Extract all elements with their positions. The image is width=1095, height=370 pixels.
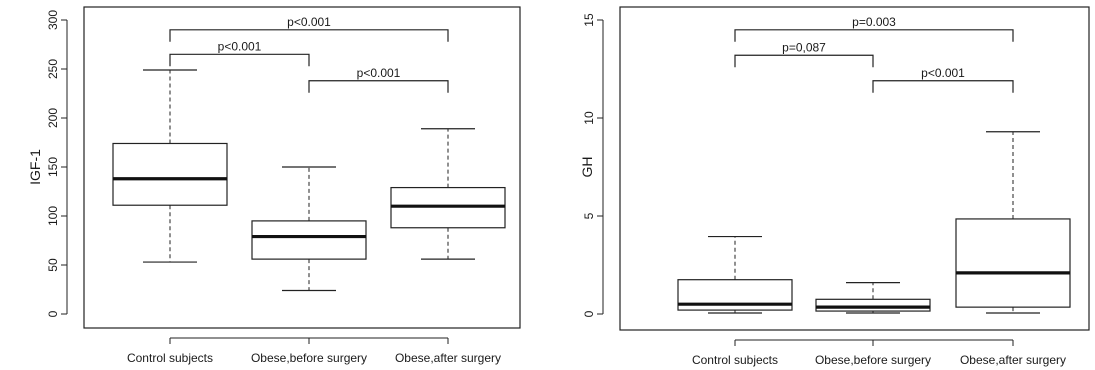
igf1-boxplot-panel: 0 50 100 150 200 250 300 IGF-1 Control subjects O…	[27, 6, 521, 365]
iqr-box	[955, 218, 1071, 308]
iqr-box	[112, 142, 228, 206]
gh-boxplot-panel: 0 5 10 15 GH Control subjects Obese,before sur…	[579, 6, 1090, 367]
bracket-line	[734, 54, 874, 68]
bracket-line	[169, 53, 310, 67]
iqr-box	[251, 220, 367, 260]
gh-x-tick-label: Control subjects	[692, 353, 778, 367]
gh-significance-bracket-2: p=0,087	[734, 40, 874, 68]
igf1-x-tick-label: Obese,before surgery	[251, 351, 367, 365]
igf1-y-tick-label: 300	[46, 10, 60, 30]
iqr-box	[815, 298, 931, 312]
igf1-y-tick-label: 50	[46, 258, 60, 272]
igf1-y-tick-label: 150	[46, 157, 60, 177]
igf1-significance-bracket-1: p<0.001	[169, 15, 449, 42]
igf1-plot-frame	[83, 6, 521, 329]
igf1-significance-bracket-3: p<0.001	[308, 66, 449, 93]
gh-x-tick-label: Obese,after surgery	[960, 353, 1066, 367]
igf1-box-2	[251, 166, 367, 292]
gh-box-2	[815, 282, 931, 314]
gh-plot-frame	[619, 6, 1090, 331]
gh-y-tick-label: 0	[582, 310, 596, 317]
gh-box-1	[677, 235, 793, 314]
gh-y-tick-label: 15	[582, 13, 596, 27]
igf1-box-3	[390, 128, 506, 260]
gh-box-3	[955, 131, 1071, 314]
bracket-line	[872, 80, 1014, 93]
p-value-label: p<0.001	[921, 66, 965, 80]
gh-y-axis-label: GH	[579, 157, 595, 178]
gh-significance-bracket-3: p<0.001	[872, 66, 1014, 93]
p-value-label: p<0.001	[287, 15, 331, 29]
igf1-y-tick-label: 100	[46, 206, 60, 226]
igf1-y-tick-label: 250	[46, 59, 60, 79]
igf1-y-tick-label: 200	[46, 108, 60, 128]
bracket-line	[734, 29, 1014, 42]
gh-y-tick-label: 5	[582, 212, 596, 219]
bracket-line	[169, 29, 449, 42]
p-value-label: p=0,087	[782, 40, 826, 54]
bracket-line	[308, 80, 449, 93]
igf1-box-1	[112, 69, 228, 263]
gh-x-tick-label: Obese,before surgery	[815, 353, 931, 367]
p-value-label: p<0.001	[357, 66, 401, 80]
gh-y-tick-label: 10	[582, 111, 596, 125]
igf1-y-tick-label: 0	[46, 310, 60, 317]
igf1-x-tick-label: Control subjects	[127, 351, 213, 365]
p-value-label: p=0.003	[852, 15, 896, 29]
igf1-significance-bracket-2: p<0.001	[169, 39, 310, 67]
gh-significance-bracket-1: p=0.003	[734, 15, 1014, 42]
igf1-y-axis-label: IGF-1	[27, 149, 43, 185]
p-value-label: p<0.001	[218, 39, 262, 53]
igf1-x-tick-label: Obese,after surgery	[395, 351, 501, 365]
